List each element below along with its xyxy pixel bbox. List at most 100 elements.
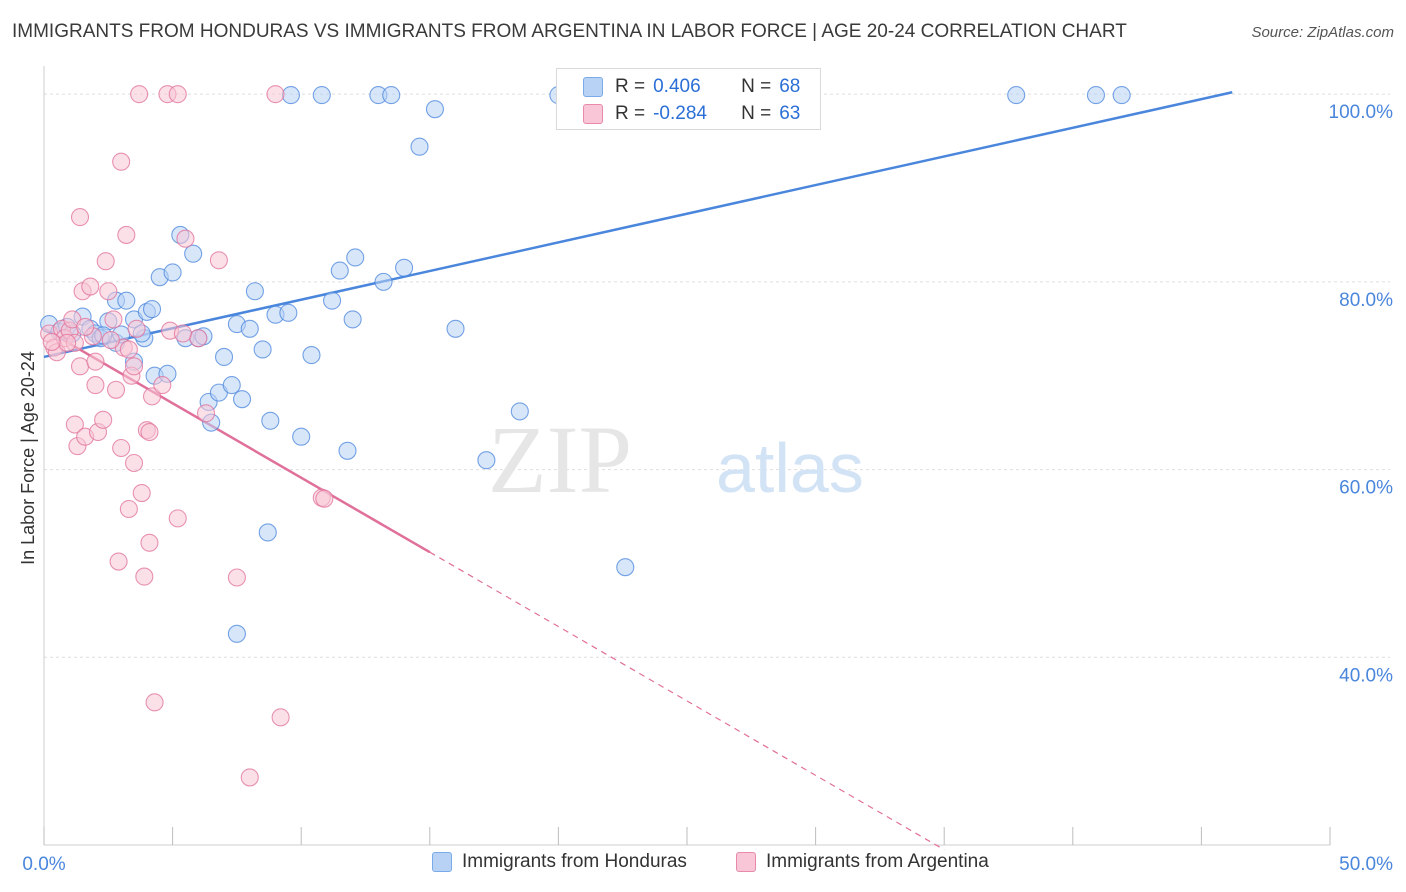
data-point[interactable] bbox=[189, 329, 208, 348]
data-point[interactable] bbox=[119, 340, 138, 359]
data-point[interactable] bbox=[104, 310, 123, 329]
data-point[interactable] bbox=[176, 229, 195, 248]
series-legend: Immigrants from Honduras Immigrants from… bbox=[0, 851, 1406, 879]
data-point[interactable] bbox=[173, 324, 192, 343]
data-point[interactable] bbox=[124, 453, 144, 473]
data-point[interactable] bbox=[222, 376, 241, 395]
data-point[interactable] bbox=[140, 422, 159, 442]
data-point[interactable] bbox=[119, 499, 138, 519]
data-point[interactable] bbox=[70, 208, 90, 227]
data-point[interactable] bbox=[42, 332, 61, 351]
data-point[interactable] bbox=[81, 277, 100, 296]
data-point[interactable] bbox=[281, 86, 300, 105]
legend-swatch-argentina bbox=[736, 852, 756, 872]
data-point[interactable] bbox=[135, 567, 154, 586]
data-point[interactable] bbox=[240, 768, 259, 787]
data-point[interactable] bbox=[227, 624, 246, 643]
data-point[interactable] bbox=[302, 346, 321, 365]
data-point[interactable] bbox=[65, 415, 84, 434]
axes bbox=[43, 66, 1331, 846]
data-point[interactable] bbox=[477, 451, 496, 470]
data-point[interactable] bbox=[96, 252, 115, 271]
data-point[interactable] bbox=[58, 333, 77, 352]
data-point[interactable] bbox=[410, 137, 429, 156]
data-point[interactable] bbox=[109, 552, 128, 571]
data-point[interactable] bbox=[117, 291, 136, 310]
data-point[interactable] bbox=[253, 340, 272, 359]
data-point[interactable] bbox=[279, 303, 298, 322]
legend-label-honduras: Immigrants from Honduras bbox=[462, 851, 687, 872]
data-point[interactable] bbox=[338, 441, 357, 460]
data-point[interactable] bbox=[168, 85, 187, 104]
data-point[interactable] bbox=[425, 100, 444, 119]
source-label: Source: ZipAtlas.com bbox=[1251, 24, 1394, 41]
data-point[interactable] bbox=[196, 404, 216, 423]
trend-line-extension bbox=[429, 551, 945, 851]
data-point[interactable] bbox=[258, 523, 277, 542]
data-point[interactable] bbox=[446, 319, 465, 338]
data-point[interactable] bbox=[94, 410, 113, 429]
legend-item-argentina[interactable]: Immigrants from Argentina bbox=[736, 851, 989, 873]
trend-line-argentina bbox=[43, 327, 431, 554]
data-point[interactable] bbox=[184, 244, 203, 263]
data-point[interactable] bbox=[266, 85, 285, 104]
data-point[interactable] bbox=[209, 251, 228, 270]
data-point[interactable] bbox=[240, 319, 259, 338]
x-tick-label-min: 0.0% bbox=[22, 854, 65, 875]
data-point[interactable] bbox=[292, 427, 311, 446]
data-point[interactable] bbox=[232, 390, 252, 409]
data-point[interactable] bbox=[124, 357, 144, 376]
data-point[interactable] bbox=[106, 380, 126, 399]
y-tick-label: 100.0% bbox=[1329, 102, 1394, 123]
data-point[interactable] bbox=[153, 376, 172, 395]
y-tick-label: 80.0% bbox=[1339, 290, 1393, 311]
data-point[interactable] bbox=[312, 86, 331, 105]
data-point[interactable] bbox=[315, 489, 334, 508]
data-point[interactable] bbox=[112, 438, 131, 458]
data-point[interactable] bbox=[101, 331, 120, 350]
data-point[interactable] bbox=[395, 258, 414, 277]
trend-line-honduras bbox=[43, 91, 1233, 359]
data-point[interactable] bbox=[374, 272, 393, 291]
data-point[interactable] bbox=[343, 310, 362, 329]
data-point[interactable] bbox=[261, 411, 280, 430]
data-point[interactable] bbox=[76, 317, 95, 336]
data-point[interactable] bbox=[323, 291, 342, 310]
data-point[interactable] bbox=[117, 225, 136, 244]
data-point[interactable] bbox=[1112, 86, 1131, 105]
data-point[interactable] bbox=[214, 347, 234, 367]
data-point[interactable] bbox=[142, 387, 162, 406]
data-point[interactable] bbox=[168, 509, 187, 528]
data-point[interactable] bbox=[99, 282, 118, 301]
data-point[interactable] bbox=[112, 152, 131, 171]
data-point[interactable] bbox=[127, 319, 146, 338]
data-point[interactable] bbox=[70, 357, 90, 376]
data-point[interactable] bbox=[346, 248, 365, 267]
data-point[interactable] bbox=[227, 568, 246, 587]
data-point[interactable] bbox=[616, 558, 635, 577]
data-point[interactable] bbox=[163, 263, 182, 282]
data-point[interactable] bbox=[140, 533, 159, 552]
legend-item-honduras[interactable]: Immigrants from Honduras bbox=[432, 851, 687, 873]
data-point[interactable] bbox=[145, 693, 164, 712]
grid-lines bbox=[44, 93, 1390, 658]
r-label: R = bbox=[615, 103, 646, 124]
watermark-zip: ZIP bbox=[488, 406, 632, 513]
data-point[interactable] bbox=[1086, 86, 1105, 105]
data-point[interactable] bbox=[132, 483, 151, 503]
data-point[interactable] bbox=[510, 402, 529, 421]
data-point[interactable] bbox=[86, 352, 105, 371]
n-value: 68 bbox=[779, 76, 801, 97]
data-point[interactable] bbox=[1007, 86, 1026, 105]
data-point[interactable] bbox=[271, 708, 290, 727]
stats-row-argentina: R = -0.284 N = 63 bbox=[583, 101, 800, 127]
watermark-atlas: atlas bbox=[716, 429, 864, 507]
data-point[interactable] bbox=[142, 300, 162, 319]
data-point[interactable] bbox=[130, 85, 149, 104]
data-point[interactable] bbox=[330, 261, 349, 280]
y-axis-label: In Labor Force | Age 20-24 bbox=[18, 351, 38, 565]
data-point[interactable] bbox=[245, 282, 264, 301]
data-point[interactable] bbox=[86, 376, 105, 395]
stats-legend: R = 0.406 N = 68 R = -0.284 N = 63 bbox=[556, 68, 821, 130]
data-point[interactable] bbox=[382, 86, 401, 105]
